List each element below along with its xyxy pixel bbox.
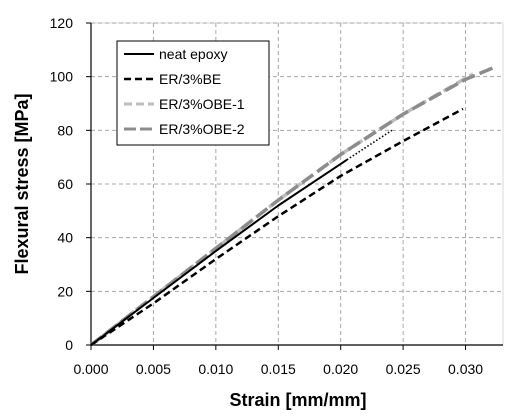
x-tick-label: 0.005 (136, 361, 171, 377)
legend-label-neat-epoxy: neat epoxy (159, 46, 228, 62)
y-tick-label: 120 (50, 15, 74, 31)
y-axis-title: Flexural stress [MPa] (12, 93, 32, 274)
y-tick-label: 40 (57, 230, 73, 246)
y-tick-label: 80 (57, 122, 73, 138)
x-tick-label: 0.020 (323, 361, 358, 377)
grid-lines (91, 22, 503, 345)
legend-label-er-3-obe-1: ER/3%OBE-1 (159, 96, 245, 112)
x-tick-label: 0.030 (448, 361, 483, 377)
series-line-neat-epoxy (90, 158, 348, 346)
series-lines (89, 65, 495, 347)
y-tick-label: 20 (57, 283, 73, 299)
x-axis-title: Strain [mm/mm] (229, 390, 366, 410)
x-tick-label: 0.010 (198, 361, 233, 377)
legend-label-er-3-be: ER/3%BE (159, 71, 221, 87)
legend-label-er-3-obe-2: ER/3%OBE-2 (159, 121, 245, 137)
x-tick-label: 0.015 (261, 361, 296, 377)
x-tick-label: 0.025 (386, 361, 421, 377)
series-line-er-3-obe-2 (89, 65, 495, 347)
axes (86, 22, 503, 350)
y-tick-label: 60 (57, 176, 73, 192)
legend: neat epoxy ER/3%BE ER/3%OBE-1 ER/3%OBE-2 (116, 40, 270, 146)
y-tick-label: 0 (65, 337, 73, 353)
y-tick-label: 100 (50, 69, 74, 85)
tick-labels: 0 20 40 60 80 100 120 0.000 0.005 0.010 0.015 0.020… (50, 15, 484, 377)
x-tick-label: 0.000 (73, 361, 108, 377)
